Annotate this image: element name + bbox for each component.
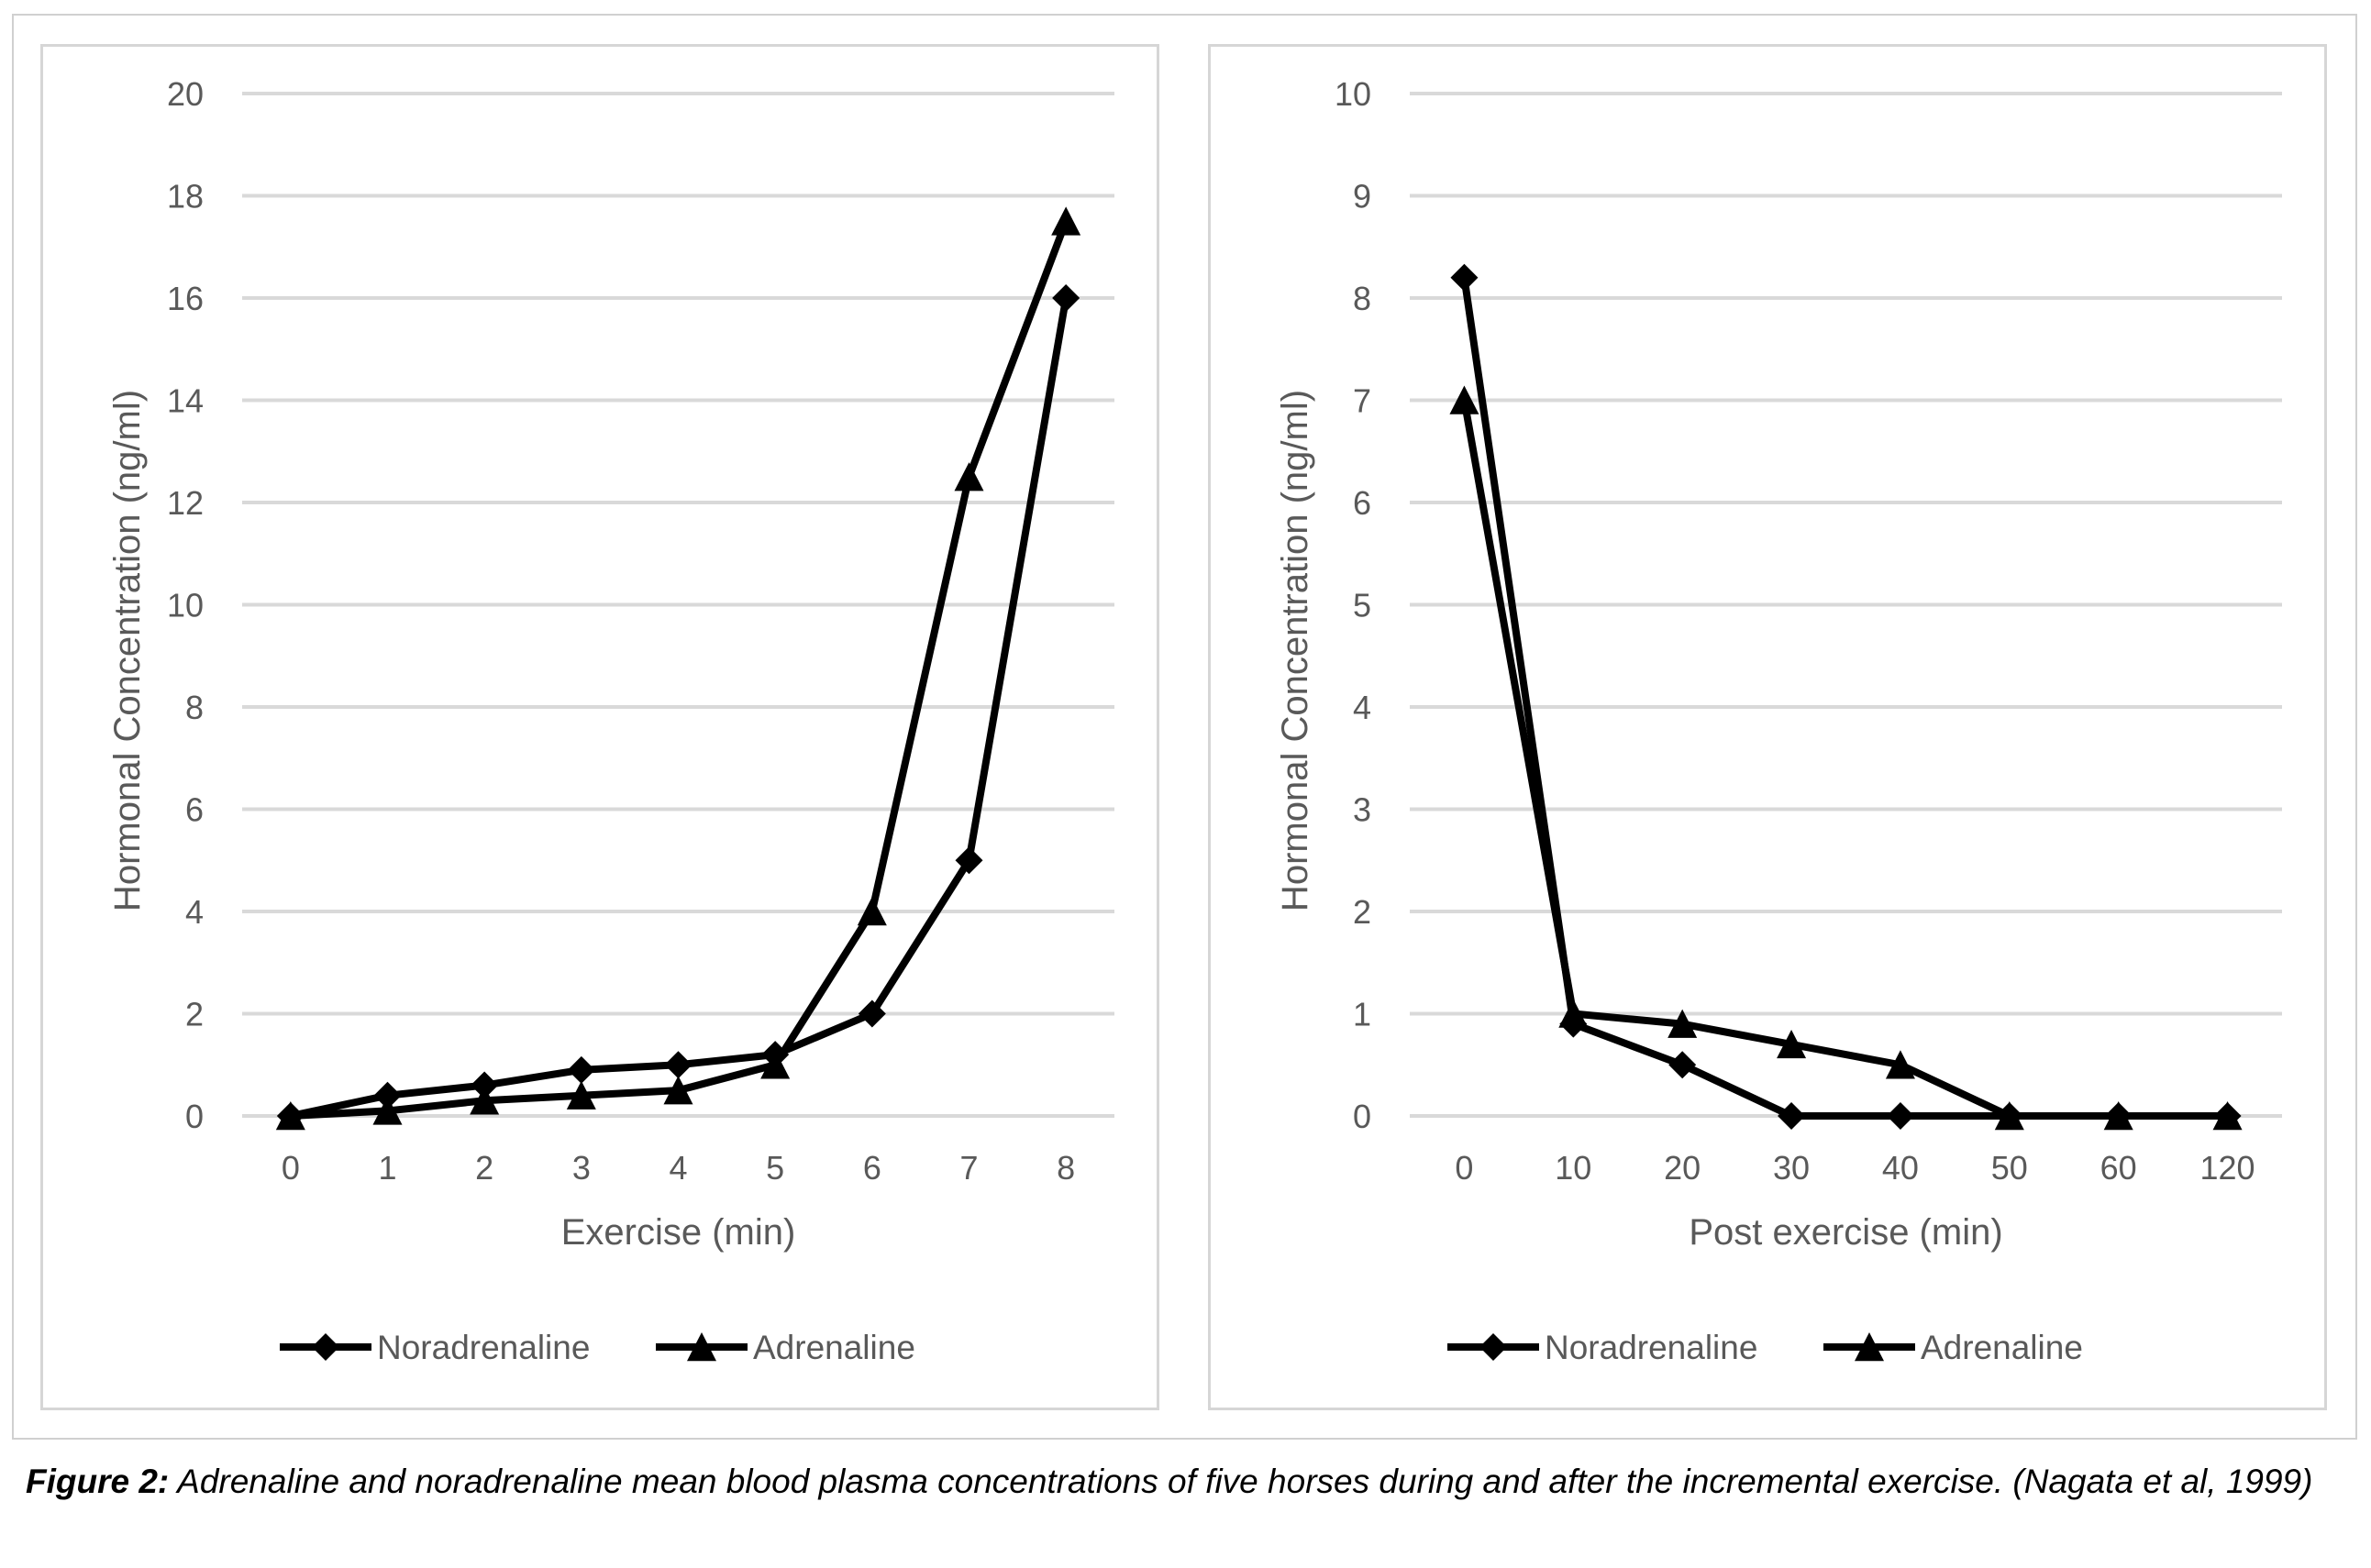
series-adrenaline xyxy=(275,206,1081,1131)
data-point-adrenaline xyxy=(2212,1101,2243,1131)
legend-entry-noradrenaline: Noradrenaline xyxy=(1447,1329,1757,1366)
y-tick-label: 7 xyxy=(1353,382,1371,420)
data-point-noradrenaline xyxy=(373,1081,402,1110)
y-tick-label: 2 xyxy=(185,996,204,1033)
y-tick-label: 2 xyxy=(1353,893,1371,931)
x-tick-label: 50 xyxy=(1991,1149,2028,1187)
x-tick-label: 40 xyxy=(1882,1149,1919,1187)
y-tick-label: 0 xyxy=(1353,1098,1371,1135)
x-tick-label: 5 xyxy=(766,1149,784,1187)
data-point-adrenaline xyxy=(1885,1050,1915,1079)
x-tick-label: 20 xyxy=(1664,1149,1701,1187)
x-tick-label: 1 xyxy=(378,1149,396,1187)
legend-label: Adrenaline xyxy=(1921,1329,2083,1366)
legend-entry-adrenaline: Adrenaline xyxy=(656,1329,915,1366)
y-tick-label: 9 xyxy=(1353,178,1371,215)
data-point-adrenaline xyxy=(857,897,887,926)
data-point-adrenaline xyxy=(372,1096,403,1125)
x-tick-label: 60 xyxy=(2100,1149,2137,1187)
legend-marker xyxy=(1479,1333,1507,1361)
series-line-adrenaline xyxy=(1460,399,2228,1120)
x-axis-title: Post exercise (min) xyxy=(1689,1212,2002,1253)
x-tick-label: 10 xyxy=(1555,1149,1591,1187)
data-point-noradrenaline xyxy=(1886,1102,1914,1130)
y-tick-label: 18 xyxy=(167,178,204,215)
figure-caption: Figure 2: Adrenaline and noradrenaline m… xyxy=(26,1456,2346,1507)
x-tick-label: 4 xyxy=(669,1149,687,1187)
x-tick-label: 120 xyxy=(2200,1149,2255,1187)
series-line-noradrenaline xyxy=(1460,277,2228,1120)
x-tick-label: 0 xyxy=(1455,1149,1473,1187)
data-point-adrenaline xyxy=(566,1080,596,1110)
legend-entry-noradrenaline: Noradrenaline xyxy=(280,1329,590,1366)
data-point-adrenaline xyxy=(470,1086,500,1115)
chart-post-exercise-panel: 0 1 2 3 4 5 6 7 8 9 10 0 10 20 30 40 50 60 120 Post exercis… xyxy=(1208,44,2327,1410)
x-tick-label: 7 xyxy=(959,1149,978,1187)
data-point-noradrenaline xyxy=(1450,263,1479,292)
x-tick-label: 8 xyxy=(1057,1149,1075,1187)
y-axis-title: Hormonal Concentration (ng/ml) xyxy=(107,390,148,911)
legend-label: Noradrenaline xyxy=(1545,1329,1757,1366)
x-tick-label: 2 xyxy=(475,1149,493,1187)
y-tick-label: 4 xyxy=(1353,689,1371,726)
data-point-adrenaline xyxy=(760,1050,791,1079)
y-tick-label: 3 xyxy=(1353,791,1371,829)
series-adrenaline xyxy=(1449,385,2243,1131)
data-point-adrenaline xyxy=(663,1076,693,1105)
data-point-noradrenaline xyxy=(955,846,983,875)
y-tick-label: 12 xyxy=(167,484,204,522)
chart-exercise-panel: 0 2 4 6 8 10 12 14 16 18 20 0 1 2 3 4 5 6 7 8 Exercise (min)… xyxy=(40,44,1159,1410)
x-tick-label: 6 xyxy=(863,1149,881,1187)
y-tick-label: 20 xyxy=(167,75,204,113)
data-point-noradrenaline xyxy=(471,1071,499,1099)
y-tick-label: 8 xyxy=(1353,280,1371,317)
data-point-adrenaline xyxy=(1449,385,1479,414)
x-tick-label: 30 xyxy=(1773,1149,1810,1187)
y-tick-label: 8 xyxy=(185,689,204,726)
data-point-adrenaline xyxy=(954,462,984,491)
figure-frame xyxy=(12,14,2357,1440)
y-tick-label: 0 xyxy=(185,1098,204,1135)
legend-entry-adrenaline: Adrenaline xyxy=(1823,1329,2083,1366)
y-tick-label: 1 xyxy=(1353,996,1371,1033)
x-tick-label: 0 xyxy=(282,1149,300,1187)
x-tick-label: 3 xyxy=(572,1149,591,1187)
legend-marker xyxy=(687,1332,716,1362)
data-point-adrenaline xyxy=(1994,1101,2024,1131)
data-point-noradrenaline xyxy=(1778,1102,1806,1130)
y-tick-label: 6 xyxy=(185,791,204,829)
data-point-adrenaline xyxy=(1777,1029,1807,1059)
legend-label: Adrenaline xyxy=(753,1329,915,1366)
y-tick-label: 10 xyxy=(167,587,204,624)
data-point-noradrenaline xyxy=(1052,284,1080,312)
data-point-adrenaline xyxy=(1558,999,1589,1028)
data-point-noradrenaline xyxy=(567,1055,595,1084)
y-tick-label: 16 xyxy=(167,280,204,317)
y-tick-label: 14 xyxy=(167,382,204,420)
data-point-noradrenaline xyxy=(858,999,886,1028)
x-axis-title: Exercise (min) xyxy=(561,1212,796,1253)
data-point-adrenaline xyxy=(2103,1101,2133,1131)
data-point-noradrenaline xyxy=(1668,1051,1697,1079)
legend-label: Noradrenaline xyxy=(377,1329,590,1366)
y-axis-title: Hormonal Concentration (ng/ml) xyxy=(1275,390,1315,911)
series-line-adrenaline xyxy=(290,219,1069,1120)
caption-text: Adrenaline and noradrenaline mean blood … xyxy=(169,1463,2313,1500)
data-point-adrenaline xyxy=(1667,1009,1698,1038)
y-tick-label: 4 xyxy=(185,893,204,931)
legend-marker xyxy=(312,1333,339,1361)
y-tick-label: 10 xyxy=(1335,75,1371,113)
y-tick-label: 6 xyxy=(1353,484,1371,522)
legend-marker xyxy=(1855,1332,1884,1362)
data-point-adrenaline xyxy=(275,1101,305,1131)
caption-label: Figure 2: xyxy=(26,1463,170,1500)
chart-post-exercise: 0 1 2 3 4 5 6 7 8 9 10 0 10 20 30 40 50 60 120 Post exercis… xyxy=(1275,75,2282,1366)
data-point-adrenaline xyxy=(1051,206,1081,236)
data-point-noradrenaline xyxy=(664,1051,692,1079)
y-tick-label: 5 xyxy=(1353,587,1371,624)
